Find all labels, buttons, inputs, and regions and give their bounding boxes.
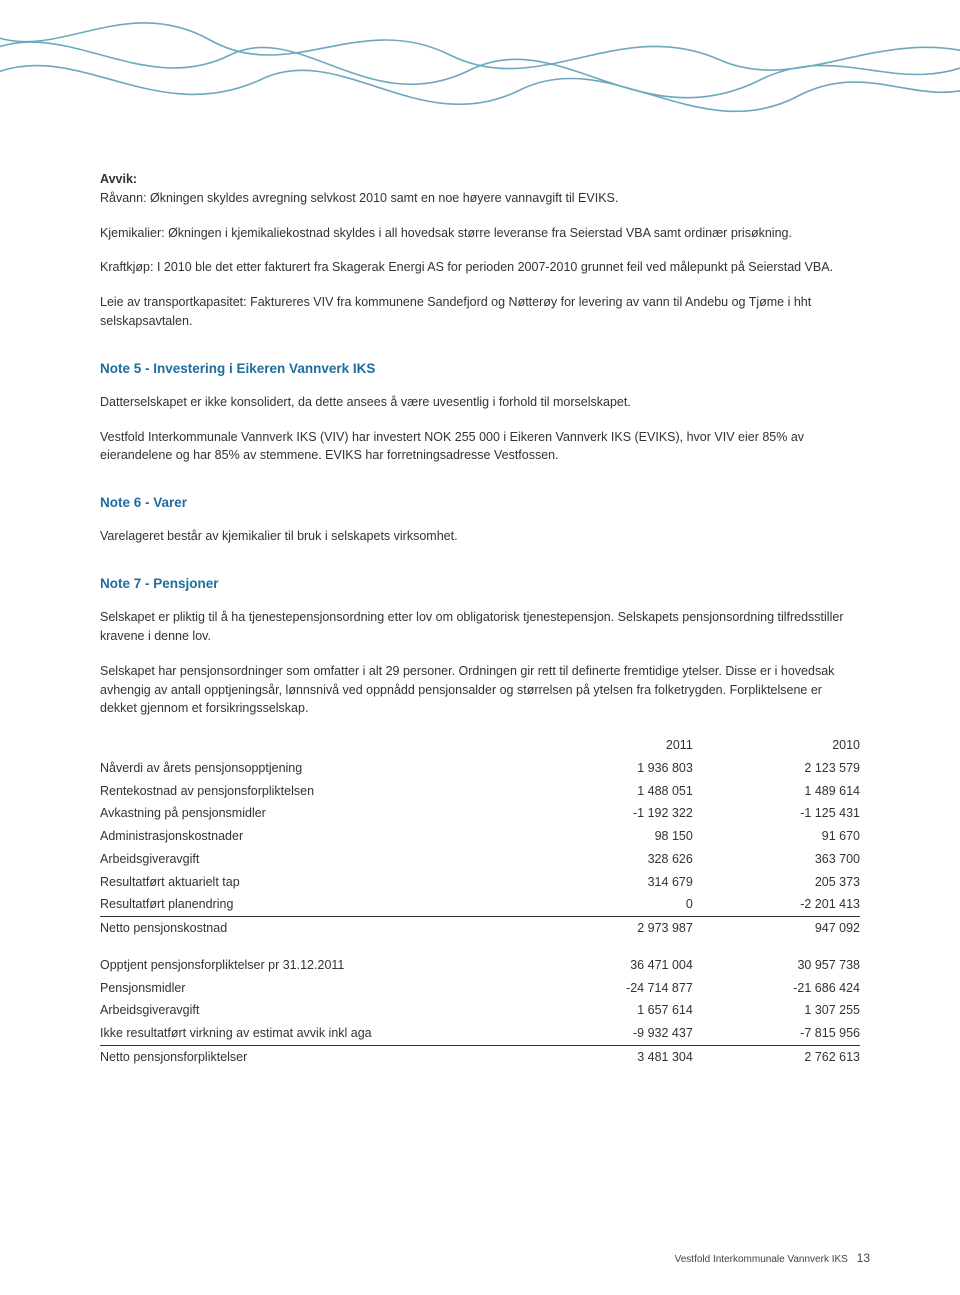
table-header-row: 2011 2010 bbox=[100, 734, 860, 757]
table-row: Arbeidsgiveravgift 1 657 614 1 307 255 bbox=[100, 999, 860, 1022]
avvik-kraftkjop: Kraftkjøp: I 2010 ble det etter fakturer… bbox=[100, 258, 860, 277]
table-row: Resultatført planendring 0 -2 201 413 bbox=[100, 893, 860, 916]
table-row: Pensjonsmidler -24 714 877 -21 686 424 bbox=[100, 977, 860, 1000]
note7-heading: Note 7 - Pensjoner bbox=[100, 574, 860, 594]
table-row: Arbeidsgiveravgift 328 626 363 700 bbox=[100, 848, 860, 871]
avvik-leie: Leie av transportkapasitet: Faktureres V… bbox=[100, 293, 860, 331]
table-row: Avkastning på pensjonsmidler -1 192 322 … bbox=[100, 802, 860, 825]
page-footer: Vestfold Interkommunale Vannverk IKS 13 bbox=[675, 1251, 870, 1265]
col-header-2010: 2010 bbox=[693, 734, 860, 757]
note6-heading: Note 6 - Varer bbox=[100, 493, 860, 513]
avvik-heading: Avvik: bbox=[100, 170, 860, 189]
wave-decoration bbox=[0, 0, 960, 160]
footer-text: Vestfold Interkommunale Vannverk IKS bbox=[675, 1254, 848, 1265]
note5-p1: Datterselskapet er ikke konsolidert, da … bbox=[100, 393, 860, 412]
table-row: Opptjent pensjonsforpliktelser pr 31.12.… bbox=[100, 954, 860, 977]
avvik-kjemikalier: Kjemikalier: Økningen i kjemikaliekostna… bbox=[100, 224, 860, 243]
note5-heading: Note 5 - Investering i Eikeren Vannverk … bbox=[100, 359, 860, 379]
page-number: 13 bbox=[857, 1251, 870, 1265]
note7-p1: Selskapet er pliktig til å ha tjenestepe… bbox=[100, 608, 860, 646]
table-total-row: Netto pensjonsforpliktelser 3 481 304 2 … bbox=[100, 1045, 860, 1068]
table-row: Resultatført aktuarielt tap 314 679 205 … bbox=[100, 871, 860, 894]
col-header-2011: 2011 bbox=[526, 734, 693, 757]
table-row: Nåverdi av årets pensjonsopptjening 1 93… bbox=[100, 757, 860, 780]
table-row: Administrasjonskostnader 98 150 91 670 bbox=[100, 825, 860, 848]
avvik-ravann: Råvann: Økningen skyldes avregning selvk… bbox=[100, 189, 860, 208]
note7-p2: Selskapet har pensjonsordninger som omfa… bbox=[100, 662, 860, 718]
note5-p2: Vestfold Interkommunale Vannverk IKS (VI… bbox=[100, 428, 860, 466]
avvik-block: Avvik: Råvann: Økningen skyldes avregnin… bbox=[100, 170, 860, 208]
table-row: Rentekostnad av pensjonsforpliktelsen 1 … bbox=[100, 780, 860, 803]
pension-cost-table: 2011 2010 Nåverdi av årets pensjonsopptj… bbox=[100, 734, 860, 1069]
page-content: Avvik: Råvann: Økningen skyldes avregnin… bbox=[100, 170, 860, 1069]
table-total-row: Netto pensjonskostnad 2 973 987 947 092 bbox=[100, 917, 860, 940]
note6-p1: Varelageret består av kjemikalier til br… bbox=[100, 527, 860, 546]
table-row: Ikke resultatført virkning av estimat av… bbox=[100, 1022, 860, 1045]
